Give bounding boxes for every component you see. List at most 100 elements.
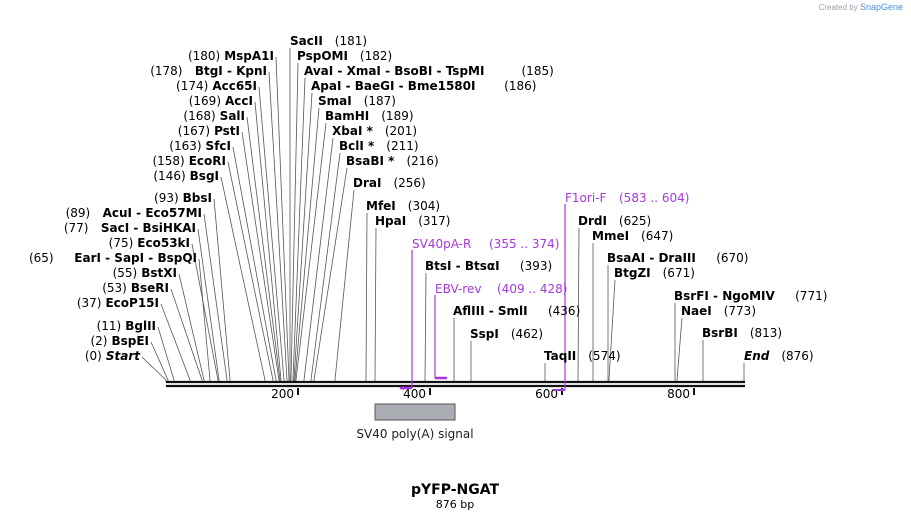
site-enzyme-name: BclI * [339,139,375,153]
restriction-site[interactable]: PspOMI (182) [297,49,392,63]
site-position: (317) [418,214,450,228]
site-enzyme-name: AvaI - XmaI - BsoBI - TspMI [304,64,484,78]
site-leader-line [213,198,231,382]
site-leader-line [334,189,355,382]
primer-sv40pa-r[interactable]: SV40pA-R (355 .. 374) [399,237,559,390]
restriction-site[interactable]: BclI * (211) [339,139,419,153]
restriction-site[interactable]: BspEI (2) [90,334,149,348]
site-position: (163) [169,139,201,153]
site-position: (201) [385,124,417,138]
site-position: (211) [386,139,418,153]
restriction-site[interactable]: DrdI (625) [578,214,651,228]
restriction-site[interactable]: BsgI (146) [153,169,219,183]
restriction-site[interactable]: TaqII (574) [544,349,621,363]
site-enzyme-name: AccI [225,94,253,108]
site-leader-line [374,227,377,382]
restriction-site[interactable]: Eco53kI(75) [109,236,190,250]
restriction-site[interactable]: BtgI - KpnI (178) [150,64,267,78]
site-position: (169) [189,94,221,108]
restriction-site[interactable]: HpaI (317) [375,214,450,228]
restriction-site[interactable]: SspI (462) [470,327,543,341]
restriction-site[interactable]: DraI (256) [353,176,426,190]
site-position: (167) [178,124,210,138]
restriction-site[interactable]: BsrFI - NgoMIV (771) [674,289,827,303]
site-enzyme-name: TaqII [544,349,576,363]
restriction-site[interactable]: EcoRI (158) [152,154,226,168]
site-leader-line [141,356,167,382]
site-position: (625) [619,214,651,228]
restriction-site[interactable]: BsaAI - DraIII (670) [607,251,748,265]
primer-range: (409 .. 428) [497,282,567,296]
restriction-site[interactable]: MfeI (304) [366,199,440,213]
restriction-site[interactable]: BglII(11) [97,319,156,333]
feature-label: SV40 poly(A) signal [356,427,473,441]
site-enzyme-name: PstI [214,124,240,138]
restriction-site[interactable]: BamHI (189) [325,109,414,123]
restriction-site-labels: Start(0)BspEI (2)BglII(11) EcoP15I(37)BseR… [29,34,827,363]
site-position: (187) [364,94,396,108]
restriction-site[interactable]: AflIII - SmlI (436) [453,304,580,318]
restriction-site[interactable]: SmaI (187) [318,94,396,108]
site-enzyme-name: MmeI [592,229,629,243]
restriction-site[interactable]: BtsI - BtsαI (393) [425,259,552,273]
site-position: (55) [113,266,138,280]
site-position: (182) [360,49,392,63]
site-enzyme-name: MfeI [366,199,396,213]
site-leader-line [232,146,277,382]
feature-sv40-polya-signal[interactable]: SV40 poly(A) signal [356,403,474,441]
restriction-site[interactable]: SfcI (163) [169,139,231,153]
site-position: (574) [588,349,620,363]
site-enzyme-name: BbsI [183,191,212,205]
restriction-site[interactable]: BsaBI * (216) [346,154,439,168]
restriction-site[interactable]: AcuI - Eco57MI (89) [66,206,202,220]
site-enzyme-name: BtgZI [614,266,651,280]
site-position: (771) [795,289,827,303]
restriction-site[interactable]: ApaI - BaeGI - Bme1580I (186) [311,79,536,93]
site-enzyme-name: SspI [470,327,499,341]
restriction-site[interactable]: BbsI (93) [154,191,212,205]
restriction-site[interactable]: Start (0) [85,349,141,363]
site-enzyme-name: SfcI [206,139,231,153]
site-position: (186) [504,79,536,93]
site-leader-line [303,137,334,382]
primer-name: EBV-rev [435,282,481,296]
credit-prefix: Created by [818,3,858,12]
restriction-site[interactable]: AccI (169) [189,94,253,108]
site-position: (304) [408,199,440,213]
restriction-site[interactable]: SacI - BsiHKAI (77) [64,221,196,235]
site-position: (77) [64,221,89,235]
primer-f1ori-f[interactable]: F1ori-F (583 .. 604) [553,191,689,391]
restriction-site[interactable]: SacII (181) [290,34,367,48]
restriction-site[interactable]: PstI (167) [178,124,240,138]
site-enzyme-name: AcuI - Eco57MI [103,206,202,220]
restriction-site[interactable]: Acc65I (174) [176,79,257,93]
site-position: (146) [153,169,185,183]
restriction-site[interactable]: BtgZI (671) [614,266,695,280]
restriction-site[interactable]: AvaI - XmaI - BsoBI - TspMI (185) [304,64,554,78]
site-enzyme-name: DrdI [578,214,607,228]
restriction-site[interactable]: MmeI (647) [592,229,673,243]
site-position: (216) [406,154,438,168]
site-enzyme-name: BstXI [141,266,177,280]
restriction-site[interactable]: EarI - SapI - BspQI (65) [29,251,197,265]
site-position: (2) [90,334,107,348]
site-position: (393) [520,259,552,273]
restriction-site[interactable]: SalI (168) [183,109,245,123]
restriction-site[interactable]: MspA1I (180) [188,49,274,63]
site-position: (180) [188,49,220,63]
restriction-site[interactable]: EcoP15I(37) [77,296,159,310]
restriction-site[interactable]: BsrBI (813) [702,326,782,340]
site-position: (93) [154,191,179,205]
site-enzyme-name: EcoRI [189,154,226,168]
site-position: (813) [750,326,782,340]
restriction-site[interactable]: End (876) [744,349,814,363]
restriction-site[interactable]: BseRI (53) [102,281,169,295]
restriction-site[interactable]: BstXI(55) [113,266,177,280]
primer-ebv-rev[interactable]: EBV-rev (409 .. 428) [434,282,567,380]
restriction-site[interactable]: XbaI * (201) [332,124,417,138]
restriction-site[interactable]: NaeI (773) [681,304,756,318]
site-enzyme-name: BspEI [111,334,149,348]
primer-name: F1ori-F [565,191,606,205]
ruler: 200 400 600 800 [271,387,695,401]
site-position: (671) [663,266,695,280]
